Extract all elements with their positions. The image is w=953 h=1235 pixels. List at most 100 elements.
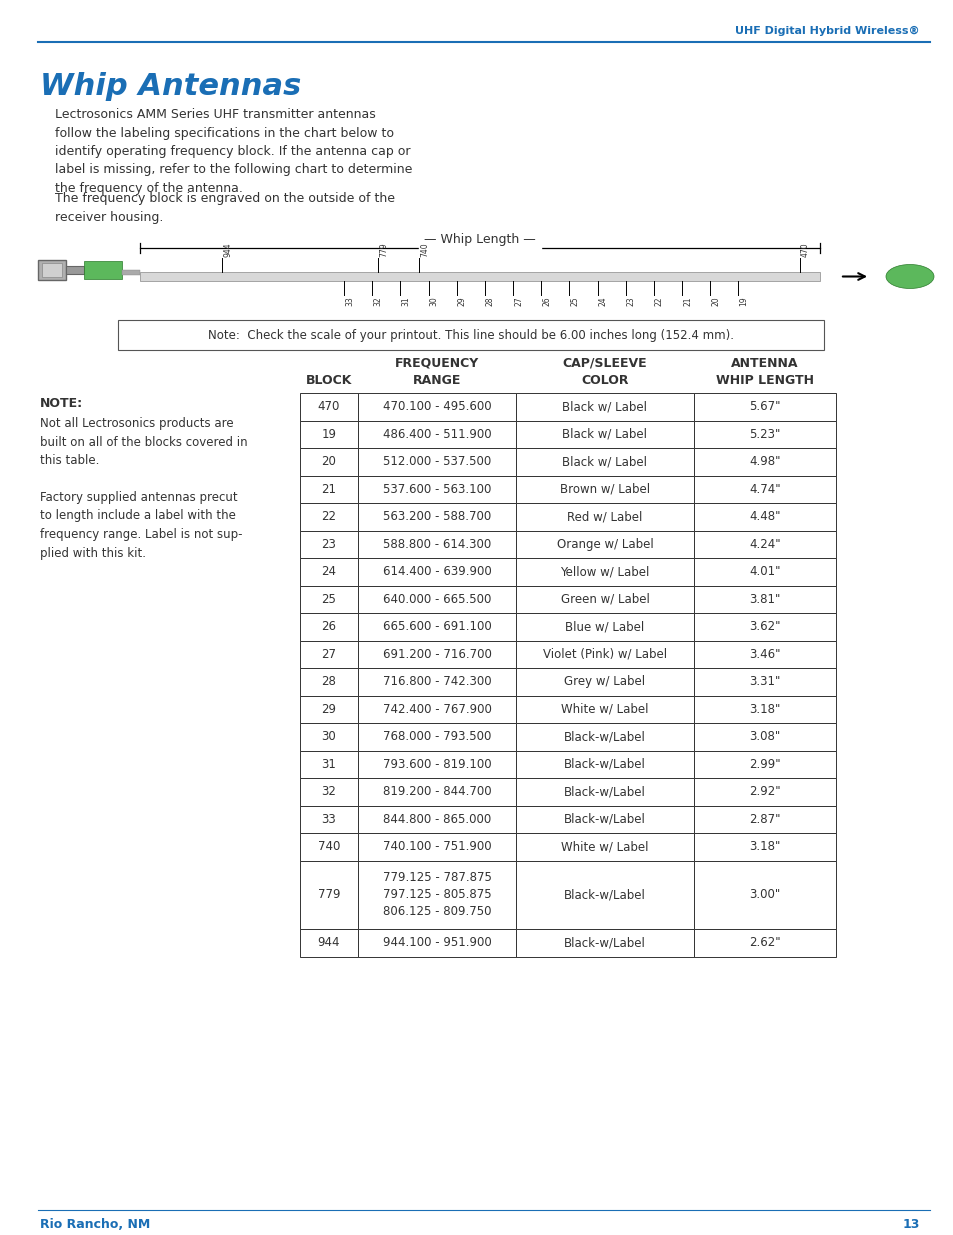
Text: 24: 24 [321, 566, 336, 578]
Text: 5.23": 5.23" [748, 427, 780, 441]
Bar [516, 695, 693, 722]
Text: 28: 28 [485, 296, 495, 305]
Text: Black w/ Label: Black w/ Label [562, 400, 647, 414]
Text: 588.800 - 614.300: 588.800 - 614.300 [382, 537, 491, 551]
Text: Black w/ Label: Black w/ Label [562, 456, 647, 468]
Bar [693, 558, 835, 585]
Bar [299, 585, 357, 613]
Bar [516, 861, 693, 929]
Text: Violet (Pink) w/ Label: Violet (Pink) w/ Label [542, 647, 666, 661]
Bar [299, 503, 357, 531]
Bar [299, 420, 357, 448]
Text: 30: 30 [321, 730, 336, 743]
Text: Grey w/ Label: Grey w/ Label [564, 676, 645, 688]
Text: 844.800 - 865.000: 844.800 - 865.000 [382, 813, 491, 826]
Bar [693, 778, 835, 805]
Text: 944: 944 [317, 936, 340, 950]
Text: 2.92": 2.92" [748, 785, 780, 798]
Text: 716.800 - 742.300: 716.800 - 742.300 [382, 676, 491, 688]
Bar [299, 531, 357, 558]
Bar [357, 585, 516, 613]
Text: 944.100 - 951.900: 944.100 - 951.900 [382, 936, 491, 950]
Bar [357, 558, 516, 585]
Text: 33: 33 [321, 813, 336, 826]
Text: 19: 19 [321, 427, 336, 441]
Bar [299, 448, 357, 475]
Bar [516, 668, 693, 695]
Bar [516, 613, 693, 641]
Text: 2.62": 2.62" [748, 936, 780, 950]
Text: 740.100 - 751.900: 740.100 - 751.900 [382, 840, 491, 853]
Bar [516, 558, 693, 585]
Text: 4.48": 4.48" [748, 510, 780, 524]
Bar [693, 861, 835, 929]
Text: 665.600 - 691.100: 665.600 - 691.100 [382, 620, 491, 634]
Text: 29: 29 [321, 703, 336, 716]
Bar [122, 270, 140, 275]
Text: 779: 779 [379, 242, 388, 257]
Bar [693, 531, 835, 558]
Text: 691.200 - 716.700: 691.200 - 716.700 [382, 647, 491, 661]
Text: 13: 13 [902, 1218, 919, 1230]
Ellipse shape [885, 264, 933, 289]
Text: 740: 740 [317, 840, 340, 853]
Bar [516, 503, 693, 531]
Bar [140, 272, 820, 282]
Text: 3.00": 3.00" [749, 888, 780, 902]
Bar [516, 531, 693, 558]
Bar [357, 929, 516, 957]
Text: 2.87": 2.87" [748, 813, 780, 826]
Bar [357, 861, 516, 929]
Text: 23: 23 [626, 296, 635, 305]
Text: Brown w/ Label: Brown w/ Label [559, 483, 649, 495]
Text: 24: 24 [598, 296, 607, 305]
Text: Yellow w/ Label: Yellow w/ Label [559, 566, 649, 578]
Text: Black-w/Label: Black-w/Label [563, 785, 645, 798]
Text: 779.125 - 787.875
797.125 - 805.875
806.125 - 809.750: 779.125 - 787.875 797.125 - 805.875 806.… [382, 872, 491, 919]
Bar [299, 475, 357, 503]
Text: 28: 28 [321, 676, 336, 688]
Bar [299, 929, 357, 957]
Bar [299, 641, 357, 668]
Text: Red w/ Label: Red w/ Label [567, 510, 642, 524]
Text: The frequency block is engraved on the outside of the
receiver housing.: The frequency block is engraved on the o… [55, 191, 395, 224]
Bar [693, 585, 835, 613]
Bar [299, 832, 357, 861]
Text: 470.100 - 495.600: 470.100 - 495.600 [382, 400, 491, 414]
Bar [516, 448, 693, 475]
Bar [357, 448, 516, 475]
Text: 742.400 - 767.900: 742.400 - 767.900 [382, 703, 491, 716]
Bar [42, 263, 62, 277]
Text: Black-w/Label: Black-w/Label [563, 758, 645, 771]
Text: 3.18": 3.18" [748, 703, 780, 716]
Text: 640.000 - 665.500: 640.000 - 665.500 [382, 593, 491, 605]
Text: NOTE:: NOTE: [40, 396, 83, 410]
Text: Not all Lectrosonics products are
built on all of the blocks covered in
this tab: Not all Lectrosonics products are built … [40, 417, 248, 559]
Text: 740: 740 [420, 242, 429, 257]
Bar [357, 531, 516, 558]
Bar [516, 393, 693, 420]
Bar [516, 420, 693, 448]
Text: 3.31": 3.31" [748, 676, 780, 688]
Bar [299, 778, 357, 805]
Text: White w/ Label: White w/ Label [560, 703, 648, 716]
Text: 614.400 - 639.900: 614.400 - 639.900 [382, 566, 491, 578]
Bar [516, 929, 693, 957]
Text: 29: 29 [457, 296, 466, 305]
Text: 4.98": 4.98" [748, 456, 780, 468]
Bar [357, 641, 516, 668]
Bar [693, 695, 835, 722]
Bar [693, 475, 835, 503]
Bar [357, 751, 516, 778]
Bar [357, 668, 516, 695]
Text: 470: 470 [317, 400, 340, 414]
Text: 25: 25 [321, 593, 336, 605]
Bar [357, 695, 516, 722]
Bar [38, 261, 66, 280]
Text: 944: 944 [223, 242, 232, 257]
Bar [693, 929, 835, 957]
Text: 25: 25 [570, 296, 578, 305]
Bar [693, 420, 835, 448]
Text: 26: 26 [321, 620, 336, 634]
Text: 4.24": 4.24" [748, 537, 780, 551]
